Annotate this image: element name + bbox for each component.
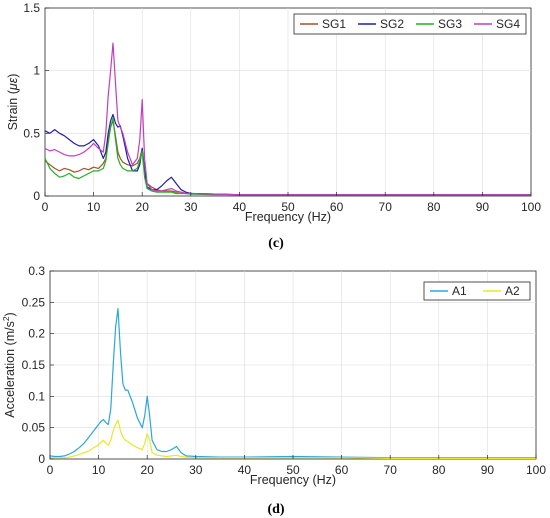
panel-label-c: (c)	[268, 236, 284, 251]
chart-c-grid	[45, 8, 531, 196]
chart-c-series	[44, 42, 531, 196]
series-line-a2	[50, 419, 536, 459]
chart-c: 0 10 20 30 40 50 60 70 80 90 100 0 0.5 1 1.5 Frequenc…	[6, 1, 541, 251]
legend-label-sg3: SG3	[438, 17, 462, 31]
chart-d-y-ticks: 0 0.05 0.1 0.15 0.2 0.25 0.3	[22, 264, 54, 466]
chart-d-y-label: Acceleration (m/s2)	[1, 312, 17, 417]
x-tick-label: 20	[136, 200, 150, 214]
series-line-sg4	[44, 42, 531, 196]
chart-c-x-label: Frequency (Hz)	[245, 210, 331, 224]
y-tick-label: 0.15	[22, 358, 46, 372]
x-tick-label: 40	[238, 463, 252, 477]
x-tick-label: 80	[432, 463, 446, 477]
x-tick-label: 70	[379, 200, 393, 214]
y-tick-label: 0.2	[28, 327, 45, 341]
legend-label-sg2: SG2	[380, 17, 404, 31]
chart-d-x-ticks: 0 10 20 30 40 50 60 70 80 90 100	[47, 455, 546, 477]
chart-c-legend-box	[293, 13, 527, 35]
x-tick-label: 40	[233, 200, 247, 214]
y-tick-label: 0	[33, 189, 40, 203]
x-tick-label: 70	[384, 463, 398, 477]
chart-d-series	[49, 308, 536, 459]
y-tick-label: 0.3	[28, 264, 45, 278]
x-tick-label: 0	[42, 200, 49, 214]
y-tick-label: 1	[33, 64, 40, 78]
chart-c-y-label: Strain (με)	[6, 74, 20, 131]
x-tick-label: 30	[189, 463, 203, 477]
x-tick-label: 100	[521, 200, 541, 214]
x-tick-label: 10	[87, 200, 101, 214]
x-tick-label: 20	[141, 463, 155, 477]
y-tick-label: 0.5	[23, 126, 40, 140]
panel-label-d: (d)	[267, 502, 284, 517]
legend-label-sg1: SG1	[322, 17, 346, 31]
x-tick-label: 0	[47, 463, 54, 477]
x-tick-label: 60	[330, 200, 344, 214]
chart-d-legend: A1 A2	[423, 281, 531, 301]
chart-c-y-ticks: 0 0.5 1 1.5	[23, 1, 49, 203]
chart-d: 0 10 20 30 40 50 60 70 80 90 100 0 0.05 0.1 0.15 0.2 0.…	[1, 264, 546, 517]
x-tick-label: 50	[286, 463, 300, 477]
x-tick-label: 30	[184, 200, 198, 214]
chart-c-legend: SG1 SG2 SG3 SG4	[293, 13, 527, 35]
y-tick-label: 0.1	[28, 389, 45, 403]
x-tick-label: 90	[481, 463, 495, 477]
y-tick-label: 0.25	[22, 295, 46, 309]
x-tick-label: 10	[92, 463, 106, 477]
y-tick-label: 0	[38, 452, 45, 466]
legend-label-a2: A2	[505, 284, 520, 298]
y-tick-label: 0.05	[22, 421, 46, 435]
legend-label-a1: A1	[452, 284, 467, 298]
chart-d-legend-box	[423, 281, 531, 301]
x-tick-label: 90	[476, 200, 490, 214]
chart-c-x-ticks: 0 10 20 30 40 50 60 70 80 90 100	[42, 192, 541, 214]
legend-label-sg4: SG4	[496, 17, 520, 31]
x-tick-label: 60	[335, 463, 349, 477]
chart-d-x-label: Frequency (Hz)	[250, 473, 336, 487]
series-line-a1	[49, 308, 536, 459]
x-tick-label: 80	[427, 200, 441, 214]
x-tick-label: 100	[526, 463, 546, 477]
y-tick-label: 1.5	[23, 1, 40, 15]
x-tick-label: 50	[281, 200, 295, 214]
chart-d-grid	[50, 271, 536, 459]
